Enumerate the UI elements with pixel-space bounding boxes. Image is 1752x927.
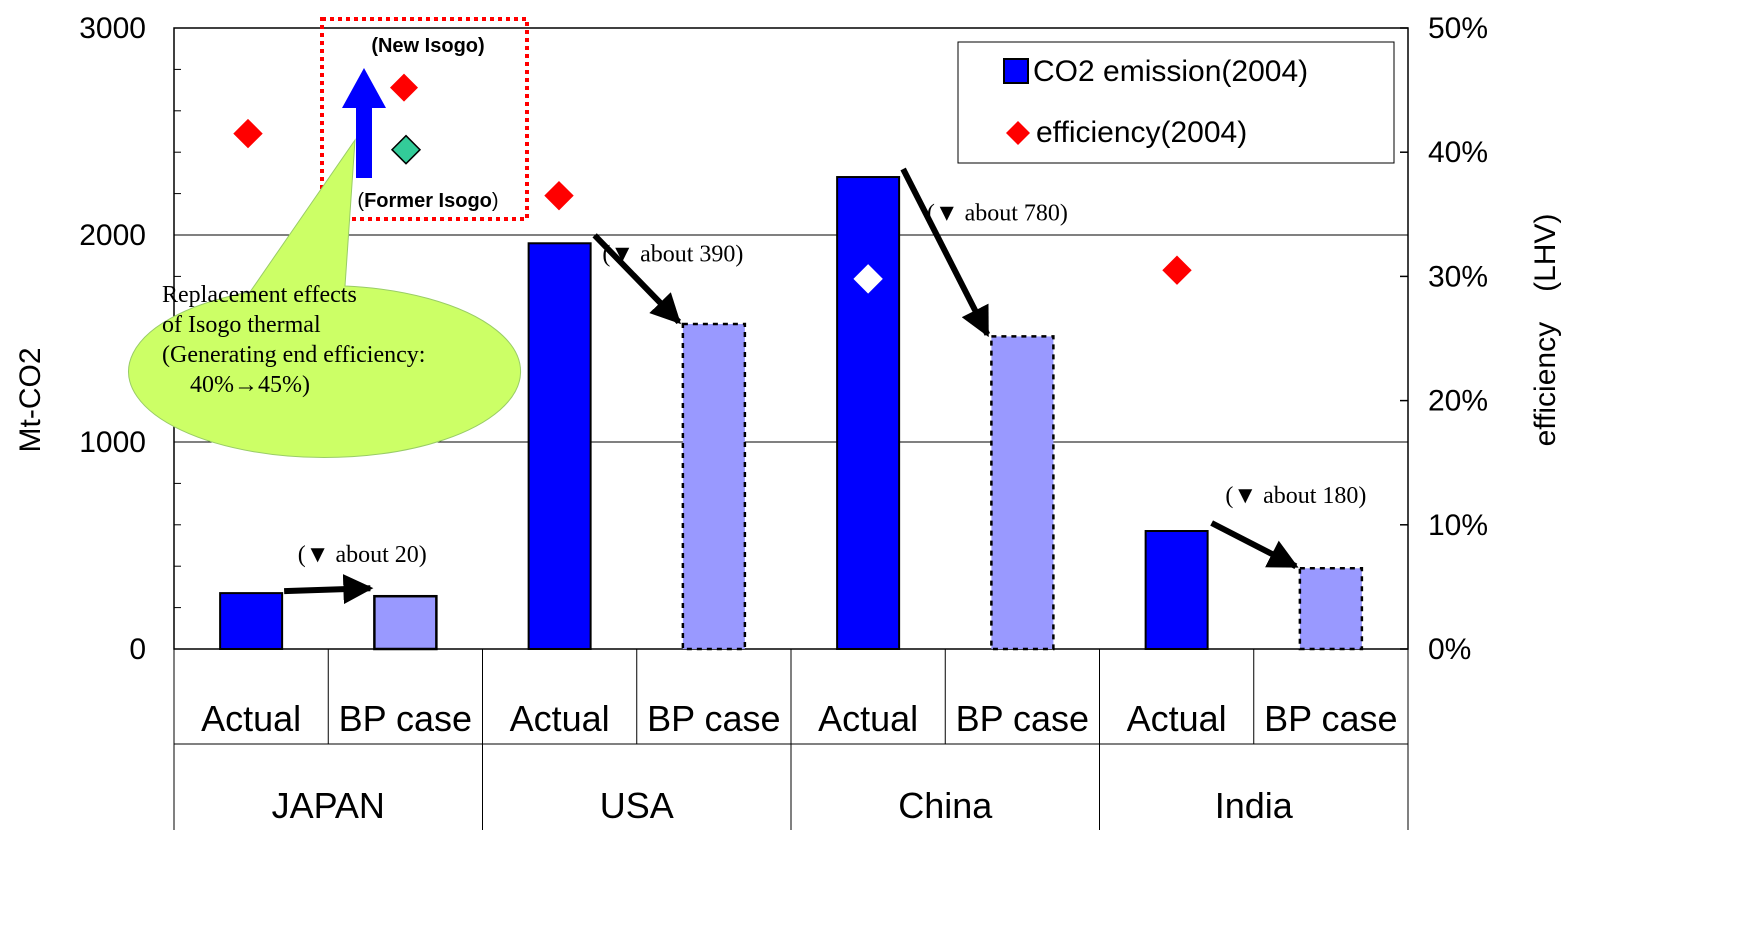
bar-bp-case (373, 594, 438, 651)
reduction-label: (▼ about 180) (1225, 483, 1366, 509)
case-label: Actual (1127, 698, 1227, 739)
callout-text-line: Replacement effects (162, 282, 357, 308)
reduction-arrow (1210, 520, 1299, 569)
legend-swatch-efficiency (1006, 121, 1030, 145)
bar-bp-case (681, 322, 747, 651)
new-isogo-marker (390, 73, 418, 102)
group-label: India (1215, 785, 1294, 826)
efficiency-marker (233, 118, 263, 149)
left-tick-label: 0 (129, 633, 146, 666)
left-axis-title: Mt-CO2 (14, 348, 47, 453)
right-tick-label: 10% (1428, 509, 1488, 542)
case-label: BP case (647, 698, 780, 739)
bar-actual (219, 592, 284, 650)
case-label: Actual (201, 698, 301, 739)
left-tick-label: 1000 (79, 426, 146, 459)
right-tick-label: 0% (1428, 633, 1471, 666)
reduction-label: (▼ about 390) (602, 242, 743, 268)
bar-bp-case (1298, 567, 1364, 651)
reduction-arrow (284, 574, 374, 605)
bar-actual (527, 242, 592, 650)
legend-swatch-co2 (1003, 58, 1029, 84)
reduction-arrow (900, 167, 991, 338)
right-axis-title: efficiency (LHV) (1529, 214, 1562, 447)
bar-actual (1144, 530, 1209, 651)
isogo-upgrade-arrow (342, 68, 386, 178)
efficiency-marker (544, 180, 574, 211)
bar-bp-case (990, 335, 1055, 651)
reduction-label: (▼ about 780) (927, 201, 1068, 227)
callout-bubble (128, 138, 522, 459)
legend: CO2 emission(2004) efficiency(2004) (957, 41, 1395, 164)
isogo-highlight-box (320, 17, 529, 221)
new-isogo-label: (New Isogo) (371, 35, 484, 57)
right-tick-label: 40% (1428, 136, 1488, 169)
callout-text-line: 40%→45%) (190, 372, 310, 398)
case-label: Actual (510, 698, 610, 739)
right-tick-label: 20% (1428, 385, 1488, 418)
callout-text-line: of Isogo thermal (162, 312, 321, 338)
former-isogo-paren-open: ( (357, 190, 364, 212)
bar-actual (836, 176, 901, 650)
callout-text-line: (Generating end efficiency: (162, 342, 425, 368)
left-tick-label: 2000 (79, 219, 146, 252)
efficiency-marker (853, 264, 883, 294)
group-label: USA (600, 785, 674, 826)
isogo-annotation: (New Isogo) (Former Isogo) Replacement e… (128, 17, 529, 459)
group-label: JAPAN (272, 785, 385, 826)
efficiency-marker (1162, 255, 1192, 285)
former-isogo-paren-close: ) (492, 190, 499, 212)
right-tick-label: 30% (1428, 260, 1488, 293)
case-label: BP case (956, 698, 1089, 739)
case-label: BP case (339, 698, 472, 739)
case-label: Actual (818, 698, 918, 739)
case-label: BP case (1264, 698, 1397, 739)
legend-label-efficiency: efficiency(2004) (1036, 116, 1247, 149)
reduction-label: (▼ about 20) (298, 542, 427, 568)
right-tick-label: 50% (1428, 12, 1488, 45)
former-isogo-name: Former Isogo (364, 190, 492, 212)
former-isogo-marker (390, 134, 422, 165)
reduction-arrow (592, 233, 682, 325)
group-label: China (898, 785, 993, 826)
former-isogo-label: (Former Isogo) (357, 190, 498, 212)
legend-box (957, 41, 1395, 164)
left-tick-label: 3000 (79, 12, 146, 45)
legend-label-co2: CO2 emission(2004) (1033, 55, 1308, 88)
